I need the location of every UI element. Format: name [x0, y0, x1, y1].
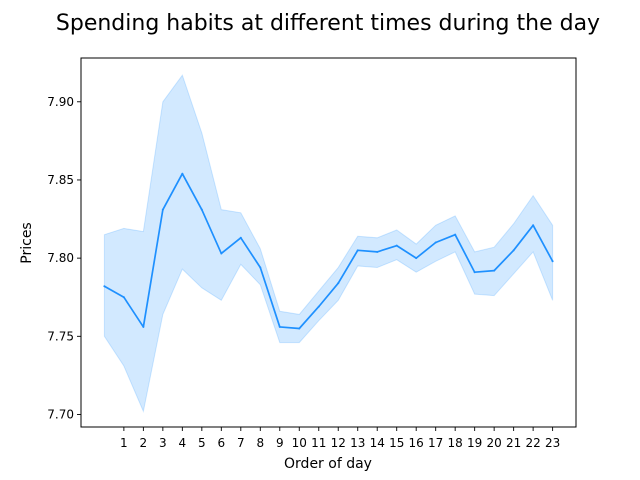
data-point	[434, 241, 437, 244]
x-tick-label: 19	[467, 436, 482, 450]
x-tick-label: 13	[350, 436, 365, 450]
x-tick-label: 1	[120, 436, 128, 450]
data-point	[356, 249, 359, 252]
data-point	[454, 233, 457, 236]
data-point	[200, 208, 203, 211]
x-tick-label: 10	[292, 436, 307, 450]
x-tick-label: 3	[159, 436, 167, 450]
data-point	[278, 325, 281, 328]
y-tick-label: 7.80	[47, 251, 74, 265]
data-point	[512, 249, 515, 252]
x-axis-label: Order of day	[284, 456, 372, 472]
x-tick-label: 9	[276, 436, 284, 450]
x-tick-label: 6	[217, 436, 225, 450]
x-tick-label: 15	[389, 436, 404, 450]
x-tick-label: 5	[198, 436, 206, 450]
x-tick-label: 11	[311, 436, 326, 450]
series-line	[103, 172, 554, 330]
data-point	[161, 208, 164, 211]
x-tick-label: 12	[331, 436, 346, 450]
data-point	[239, 236, 242, 239]
data-point	[122, 296, 125, 299]
data-point	[493, 269, 496, 272]
plot-area	[103, 74, 554, 414]
data-point	[259, 266, 262, 269]
y-tick-label: 7.85	[47, 173, 74, 187]
data-point	[532, 224, 535, 227]
x-tick-label: 7	[237, 436, 245, 450]
data-point	[337, 282, 340, 285]
x-tick-label: 22	[525, 436, 540, 450]
data-point	[551, 260, 554, 263]
data-point	[317, 305, 320, 308]
x-tick-label: 18	[448, 436, 463, 450]
data-point	[103, 285, 106, 288]
data-point	[415, 257, 418, 260]
data-point	[395, 244, 398, 247]
data-point	[376, 250, 379, 253]
x-tick-label: 16	[409, 436, 424, 450]
x-tick-label: 8	[256, 436, 264, 450]
data-point	[473, 271, 476, 274]
data-point	[298, 327, 301, 330]
confidence-band	[103, 74, 554, 414]
data-point	[220, 252, 223, 255]
x-tick-label: 4	[179, 436, 187, 450]
y-tick-label: 7.70	[47, 407, 74, 421]
y-axis-label: Prices	[19, 222, 35, 263]
data-point	[181, 172, 184, 175]
y-axis: 7.70 7.75 7.80 7.85 7.90	[47, 95, 81, 421]
x-tick-label: 2	[140, 436, 148, 450]
data-point	[142, 325, 145, 328]
x-axis: 1 2 3 4 5 6 7 8 9 10 11 12 13 14 15 16 17 18 19 20 21 22 23	[120, 427, 560, 450]
x-tick-label: 20	[487, 436, 502, 450]
plot-frame	[80, 57, 577, 428]
y-tick-label: 7.90	[47, 95, 74, 109]
x-tick-label: 21	[506, 436, 521, 450]
x-tick-label: 14	[370, 436, 385, 450]
chart-title: Spending habits at different times durin…	[56, 11, 600, 36]
x-tick-label: 23	[545, 436, 560, 450]
x-tick-label: 17	[428, 436, 443, 450]
y-tick-label: 7.75	[47, 329, 74, 343]
